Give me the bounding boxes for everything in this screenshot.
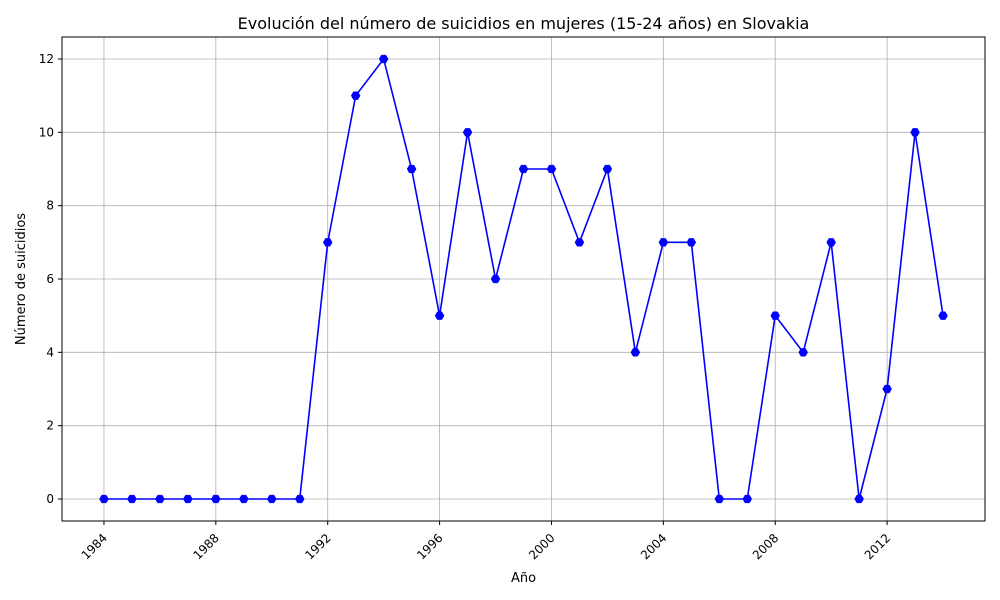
data-point [434,311,445,320]
data-point [211,494,221,504]
data-point [882,384,892,394]
data-point [658,238,669,247]
x-tick-label: 1996 [414,531,445,562]
data-point [826,238,836,247]
x-tick-label: 1984 [79,531,110,562]
y-tick-label: 4 [46,345,54,359]
y-tick-label: 10 [39,125,54,139]
data-point [462,128,473,137]
chart-title: Evolución del número de suicidios en muj… [238,14,810,33]
data-point [854,494,864,504]
data-point [574,238,585,247]
data-point [938,311,948,320]
data-point [266,494,277,504]
series-layer [99,54,948,504]
data-point [602,164,613,174]
y-tick-label: 12 [39,52,54,66]
data-point [798,348,808,357]
data-point [99,494,109,504]
y-tick-label: 8 [46,199,54,213]
y-tick-label: 6 [46,272,54,286]
data-point [239,494,249,504]
x-axis-label: Año [511,571,536,586]
y-tick-label: 0 [46,492,54,506]
data-point [546,164,557,174]
data-point [490,274,501,284]
x-tick-label: 1992 [302,531,333,562]
data-point [518,164,529,174]
data-point [910,128,920,137]
x-tick-label: 2012 [862,531,893,562]
y-tick-label: 2 [46,419,54,433]
data-point [183,494,193,504]
data-point [742,494,753,504]
data-point [686,238,697,247]
data-point [630,348,641,357]
data-point [350,91,361,100]
y-axis-label: Número de suicidios [14,213,29,345]
x-tick-label: 2008 [750,531,781,562]
data-point [322,238,333,247]
data-point [378,54,389,64]
grid [62,37,985,521]
x-tick-label: 1988 [190,531,221,562]
data-point [155,494,165,504]
data-point [127,494,137,504]
data-point [294,494,305,504]
data-point [770,311,781,320]
data-point [406,164,417,174]
x-tick-label: 2004 [638,531,669,562]
data-point [714,494,725,504]
x-tick-label: 2000 [526,531,557,562]
